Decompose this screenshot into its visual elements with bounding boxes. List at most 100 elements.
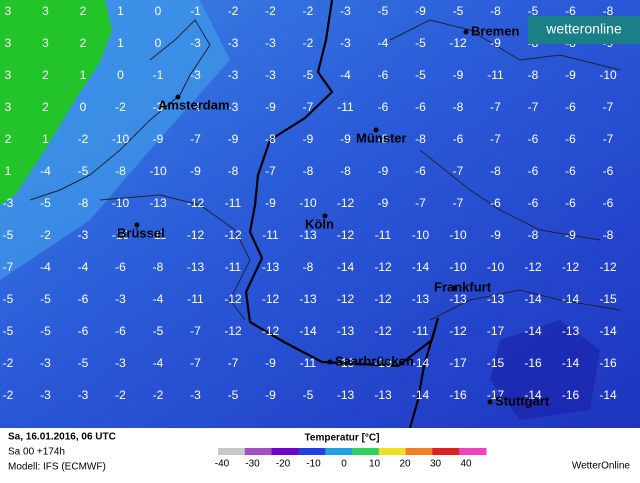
grid-value: -12 <box>374 324 392 338</box>
grid-value: -17 <box>449 356 467 370</box>
grid-value: 0 <box>155 4 162 18</box>
grid-value: -6 <box>565 164 576 178</box>
grid-value: -5 <box>153 324 164 338</box>
grid-value: -6 <box>528 196 539 210</box>
grid-value: -17 <box>487 324 505 338</box>
grid-value: -4 <box>153 292 164 306</box>
warm-area <box>0 0 112 205</box>
grid-value: -14 <box>562 356 580 370</box>
grid-value: -13 <box>337 324 355 338</box>
grid-value: -5 <box>3 292 14 306</box>
grid-value: -6 <box>78 324 89 338</box>
grid-value: -11 <box>375 228 392 242</box>
grid-value: -5 <box>415 36 426 50</box>
scale-swatch <box>271 448 299 455</box>
grid-value: -12 <box>524 260 542 274</box>
grid-value: -5 <box>40 324 51 338</box>
grid-value: -2 <box>228 4 239 18</box>
grid-value: -11 <box>487 68 504 82</box>
grid-value: 2 <box>5 132 12 146</box>
grid-value: -7 <box>603 132 614 146</box>
grid-value: -4 <box>40 260 51 274</box>
grid-value: -8 <box>415 132 426 146</box>
grid-values: 3 3 2 1 0 -1 -2 -2 -2 -3 -5 -9 -5 -8 -5 -6 -8 3 3 2 1 0 -3 -3 -3… <box>3 4 617 402</box>
grid-value: -11 <box>337 100 354 114</box>
grid-value: -14 <box>524 388 542 402</box>
grid-value: -6 <box>603 196 614 210</box>
grid-value: 3 <box>5 68 12 82</box>
grid-value: -7 <box>603 100 614 114</box>
grid-value: -9 <box>490 228 501 242</box>
grid-value: 0 <box>80 100 87 114</box>
scale-tick-label: 30 <box>430 459 442 470</box>
grid-value: -4 <box>378 36 389 50</box>
grid-value: -3 <box>265 36 276 50</box>
grid-value: -6 <box>115 260 126 274</box>
grid-value: 3 <box>5 100 12 114</box>
grid-value: 2 <box>80 4 87 18</box>
country-border <box>244 0 440 429</box>
grid-value: -13 <box>562 324 580 338</box>
grid-value: -6 <box>565 196 576 210</box>
grid-value: -2 <box>303 4 314 18</box>
grid-value: -11 <box>262 228 279 242</box>
city-label: Münster <box>356 130 407 145</box>
grid-value: 0 <box>155 36 162 50</box>
grid-value: -7 <box>190 324 201 338</box>
grid-value: -2 <box>3 356 14 370</box>
scale-tick-label: 20 <box>399 459 411 470</box>
grid-value: -12 <box>262 292 280 306</box>
color-scale: -40 -30 -20 -10 0 10 20 30 40 <box>215 448 487 470</box>
grid-value: -8 <box>228 164 239 178</box>
grid-value: -3 <box>340 4 351 18</box>
grid-value: -15 <box>599 292 617 306</box>
grid-value: -14 <box>412 260 430 274</box>
grid-value: 2 <box>80 36 87 50</box>
grid-value: -10 <box>449 228 467 242</box>
grid-value: -9 <box>265 388 276 402</box>
scale-tick-label: -40 <box>215 459 230 470</box>
grid-value: -13 <box>412 292 430 306</box>
grid-value: -12 <box>562 260 580 274</box>
grid-value: -5 <box>303 388 314 402</box>
grid-value: -13 <box>487 292 505 306</box>
grid-value: -7 <box>453 196 464 210</box>
grid-value: -6 <box>115 324 126 338</box>
scale-tick-label: 10 <box>369 459 381 470</box>
grid-value: 1 <box>42 132 49 146</box>
grid-value: -7 <box>415 196 426 210</box>
grid-value: -6 <box>490 196 501 210</box>
grid-value: -7 <box>490 132 501 146</box>
logo: wetteronline <box>545 21 622 37</box>
grid-value: -11 <box>300 356 317 370</box>
grid-value: -13 <box>299 228 317 242</box>
grid-value: -3 <box>228 36 239 50</box>
grid-value: -4 <box>153 356 164 370</box>
city-label: Köln <box>305 216 334 231</box>
city-label: Saarbrücken <box>335 353 414 368</box>
grid-value: -12 <box>337 196 355 210</box>
grid-value: -13 <box>187 260 205 274</box>
grid-value: -12 <box>224 324 242 338</box>
grid-value: -5 <box>78 164 89 178</box>
grid-value: -6 <box>565 100 576 114</box>
grid-value: -9 <box>190 164 201 178</box>
grid-value: 3 <box>5 36 12 50</box>
scale-swatch <box>298 448 326 455</box>
grid-value: -12 <box>337 292 355 306</box>
grid-value: -12 <box>599 260 617 274</box>
grid-value: -12 <box>374 260 392 274</box>
brand: WetterOnline <box>572 461 631 472</box>
grid-value: -8 <box>528 68 539 82</box>
grid-value: -4 <box>40 164 51 178</box>
city-dot <box>487 399 493 405</box>
city-dot <box>463 29 469 35</box>
grid-value: -9 <box>565 228 576 242</box>
grid-value: -8 <box>265 132 276 146</box>
grid-value: -12 <box>337 228 355 242</box>
grid-value: -10 <box>112 132 130 146</box>
grid-value: -8 <box>340 164 351 178</box>
grid-value: -9 <box>565 68 576 82</box>
grid-value: -12 <box>262 324 280 338</box>
grid-value: -16 <box>599 356 617 370</box>
